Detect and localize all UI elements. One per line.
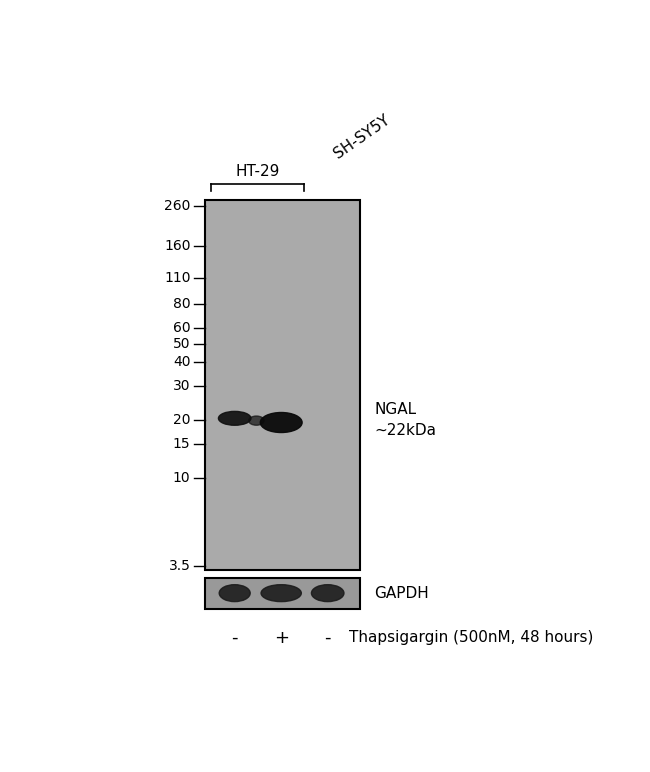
Text: NGAL
~22kDa: NGAL ~22kDa	[374, 402, 436, 438]
Ellipse shape	[219, 584, 250, 601]
Text: 30: 30	[173, 380, 190, 394]
Text: 10: 10	[173, 472, 190, 486]
Text: SH-SY5Y: SH-SY5Y	[331, 113, 392, 162]
Text: 60: 60	[173, 321, 190, 336]
Text: +: +	[274, 629, 289, 647]
Text: HT-29: HT-29	[236, 164, 280, 179]
Text: 80: 80	[173, 297, 190, 311]
Text: Thapsigargin (500nM, 48 hours): Thapsigargin (500nM, 48 hours)	[350, 630, 594, 645]
Ellipse shape	[311, 584, 344, 601]
Text: 15: 15	[173, 438, 190, 452]
Text: 50: 50	[173, 337, 190, 350]
Ellipse shape	[260, 412, 302, 432]
Text: 3.5: 3.5	[168, 559, 190, 573]
Text: 110: 110	[164, 271, 190, 285]
Ellipse shape	[261, 584, 302, 601]
Text: -: -	[231, 629, 238, 647]
Text: 20: 20	[173, 413, 190, 428]
Text: -: -	[324, 629, 331, 647]
Ellipse shape	[249, 416, 264, 425]
Text: GAPDH: GAPDH	[374, 586, 429, 601]
Text: 40: 40	[173, 355, 190, 370]
Text: 160: 160	[164, 239, 190, 253]
Ellipse shape	[218, 411, 251, 425]
Bar	[205, 201, 360, 570]
Bar	[205, 577, 360, 608]
Text: 260: 260	[164, 199, 190, 213]
